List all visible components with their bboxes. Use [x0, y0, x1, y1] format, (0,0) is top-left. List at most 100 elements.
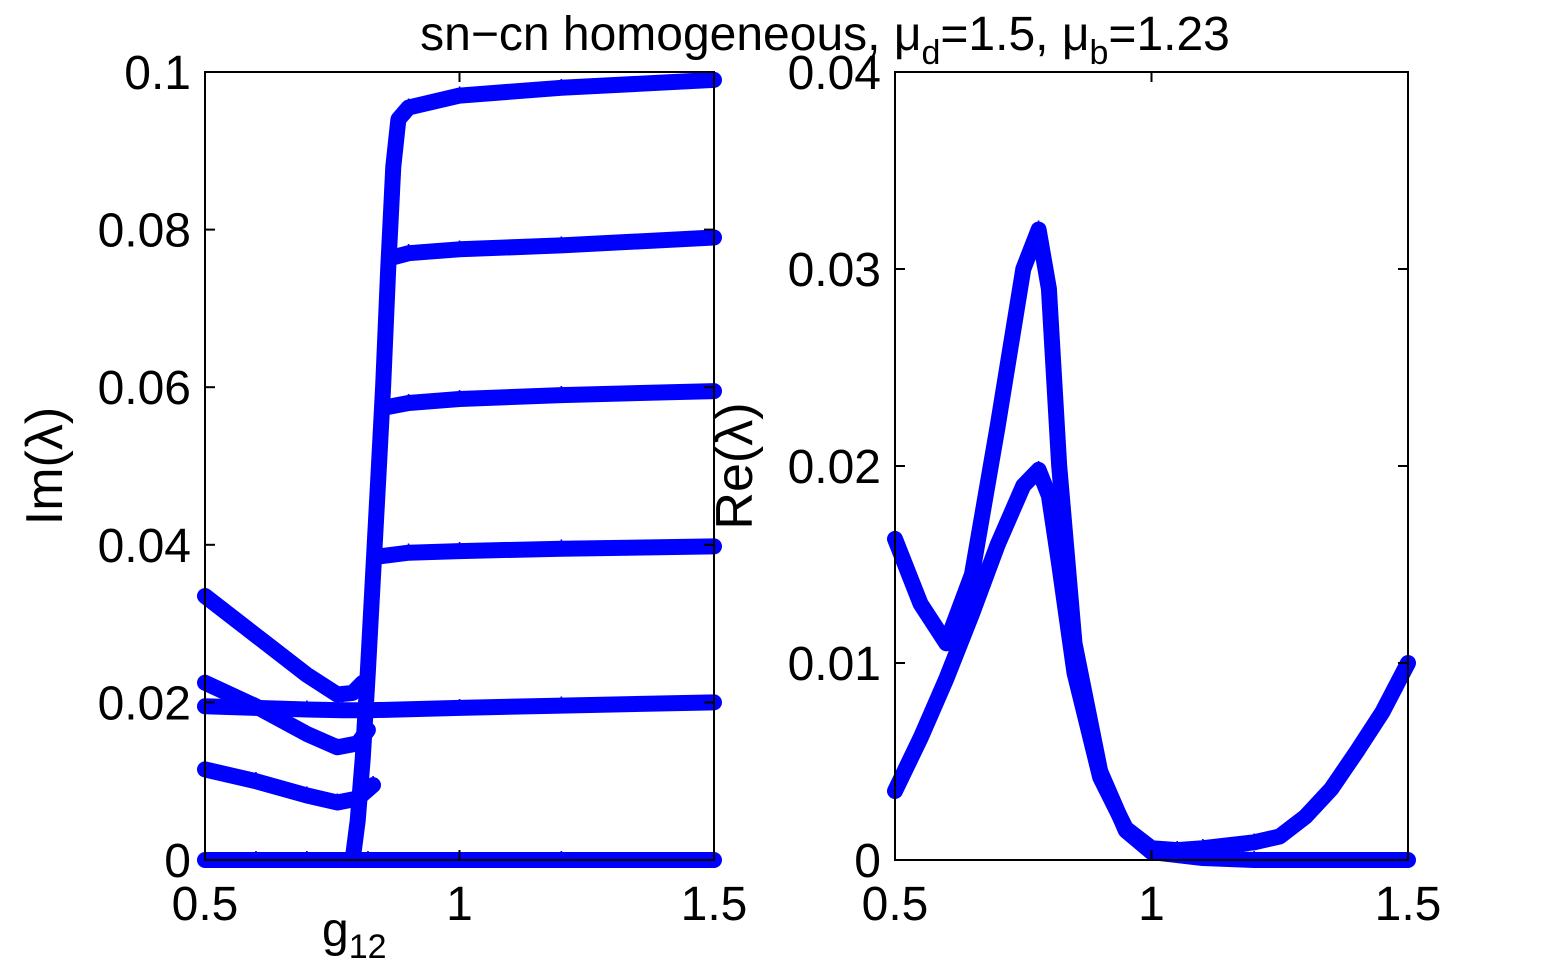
left-series-1-marker: *	[556, 691, 566, 721]
left-series-5-marker: *	[388, 152, 398, 182]
right-series-0-marker: *	[916, 589, 926, 619]
left-series-8-marker: *	[373, 542, 383, 572]
left-series-1-marker: *	[302, 695, 312, 725]
left-axis-ticks: 0.5 1 1.5 0 0.02 0.04 0.06 0.08 0.1	[98, 47, 748, 931]
title-main: sn−cn homogeneous, μ	[420, 8, 921, 61]
left-series-5-marker: *	[393, 104, 403, 134]
left-series-8-marker: *	[404, 538, 414, 568]
right-series-1-marker: *	[1352, 737, 1362, 767]
left-series-6-marker: *	[556, 230, 566, 260]
chart-title: sn−cn homogeneous, μd=1.5, μb=1.23	[420, 8, 1230, 72]
left-series-5-marker: *	[358, 743, 368, 773]
right-series-1-marker: *	[1326, 774, 1336, 804]
left-series-7-marker: *	[454, 384, 464, 414]
left-series-7-marker: *	[556, 380, 566, 410]
right-x-tick-label: 1.5	[1375, 878, 1442, 931]
title-sub-d: d	[921, 34, 940, 72]
right-series-1-marker: *	[1095, 762, 1105, 792]
left-series-6-marker: *	[404, 238, 414, 268]
title-end: =1.23	[1108, 8, 1229, 61]
left-series-1-marker: *	[337, 695, 347, 725]
left-series-1-marker: *	[454, 693, 464, 723]
left-series-5-marker: *	[373, 467, 383, 497]
left-series-2-marker: *	[302, 780, 312, 810]
left-series-3-marker: *	[302, 719, 312, 749]
right-series-1-marker: *	[1018, 471, 1028, 501]
right-y-tick-label: 0.01	[788, 638, 881, 691]
left-y-tick-label: 0.04	[98, 520, 191, 573]
left-series-5-marker: *	[368, 561, 378, 591]
left-x-axis-label: g12	[322, 904, 387, 966]
left-series-5-marker: *	[383, 254, 393, 284]
left-y-tick-label: 0	[164, 835, 191, 888]
left-series-4	[197, 588, 371, 703]
left-series-2	[197, 761, 381, 811]
right-series-1-marker: *	[916, 723, 926, 753]
right-series-1-marker: *	[1300, 802, 1310, 832]
left-series-8-marker: *	[454, 536, 464, 566]
right-series-1-marker: *	[1198, 833, 1208, 863]
right-series-1-marker: *	[1054, 550, 1064, 580]
left-series-5-marker: *	[404, 93, 414, 123]
left-series-3-marker: *	[251, 691, 261, 721]
left-series-8	[370, 538, 722, 565]
left-axes-frame	[204, 71, 715, 861]
left-y-axis-label: Im(λ)	[16, 407, 74, 525]
right-series-0-marker: *	[967, 559, 977, 589]
left-series-7-marker: *	[383, 392, 393, 422]
right-series-1	[887, 461, 1416, 859]
left-series-5-marker: *	[556, 73, 566, 103]
left-series-3-marker: *	[332, 732, 342, 762]
left-series-6-marker: *	[454, 234, 464, 264]
left-series-2-marker: *	[368, 770, 378, 800]
left-series-7	[380, 383, 722, 415]
left-series-5	[344, 71, 722, 868]
left-x-label-sub: 12	[349, 928, 387, 966]
right-series-1-marker: *	[1121, 814, 1131, 844]
left-series-6	[385, 229, 722, 266]
right-y-tick-label: 0	[854, 835, 881, 888]
left-series-5-marker: *	[454, 81, 464, 111]
right-series-1-marker: *	[1172, 835, 1182, 865]
right-series-0-marker: *	[1054, 451, 1064, 481]
right-series-1-marker: *	[993, 530, 1003, 560]
right-plot-data: **************************************	[887, 215, 1416, 875]
left-series-5-marker: *	[378, 372, 388, 402]
left-series-4-marker: *	[251, 620, 261, 650]
left-series-4-marker: *	[348, 678, 358, 708]
right-series-1-marker: *	[1377, 697, 1387, 727]
left-series-6-marker: *	[388, 242, 398, 272]
left-y-tick-label: 0.06	[98, 362, 191, 415]
right-x-tick-label: 1	[1138, 878, 1165, 931]
left-series-8-marker: *	[556, 534, 566, 564]
right-series-1-marker: *	[941, 664, 951, 694]
title-mid: =1.5, μ	[940, 8, 1089, 61]
left-series-4-marker: *	[332, 680, 342, 710]
right-y-axis-label: Re(λ)	[706, 402, 764, 529]
right-series-0	[887, 221, 1416, 868]
right-series-0-marker: *	[1018, 254, 1028, 284]
right-y-tick-label: 0.04	[788, 47, 881, 100]
right-y-tick-label: 0.03	[788, 244, 881, 297]
left-x-tick-label: 1	[446, 878, 473, 931]
left-series-7-marker: *	[404, 388, 414, 418]
right-series-0-marker: *	[993, 412, 1003, 442]
right-series-1-marker: *	[1034, 455, 1044, 485]
left-y-tick-label: 0.08	[98, 205, 191, 258]
right-axes-frame	[894, 71, 1409, 861]
right-y-tick-label: 0.02	[788, 441, 881, 494]
left-x-tick-label: 1.5	[681, 878, 748, 931]
right-series-0-marker: *	[1198, 843, 1208, 873]
right-series-0-marker: *	[1034, 215, 1044, 245]
left-x-tick-label: 0.5	[172, 878, 239, 931]
right-series-0-marker: *	[941, 628, 951, 658]
right-series-1-marker: *	[1146, 833, 1156, 863]
right-x-tick-label: 0.5	[862, 878, 929, 931]
right-series-1-marker: *	[967, 599, 977, 629]
right-series-1-marker: *	[1275, 821, 1285, 851]
left-series-5-marker: *	[353, 806, 363, 836]
left-series-5-marker: *	[363, 656, 373, 686]
right-series-1-marker: *	[1249, 827, 1259, 857]
right-axis-ticks: 0.5 1 1.5 0 0.01 0.02 0.03 0.04	[788, 47, 1442, 931]
